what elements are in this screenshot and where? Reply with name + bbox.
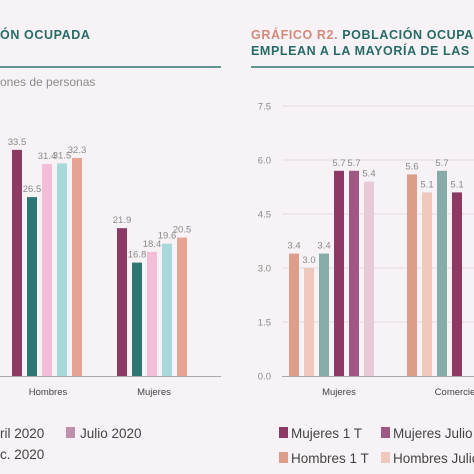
y-tick-label: 1.5 [258, 318, 271, 329]
right-legend-label-hombres-1t: Hombres 1 T [291, 451, 369, 466]
bar-comercie-series-1 [407, 174, 417, 376]
bar-value-label: 3.0 [302, 255, 315, 266]
bar-hombres-series-1 [12, 149, 22, 376]
bar-value-label: 32.3 [68, 145, 87, 156]
bar-hombres-series-5 [72, 157, 82, 376]
bar-mujeres-series-1 [117, 228, 127, 376]
bar-mujeres-series-4 [162, 243, 172, 376]
bar-mujeres-series-2 [304, 268, 314, 376]
bar-mujeres-series-4 [334, 170, 344, 376]
bar-value-label: 20.5 [173, 225, 192, 236]
bar-mujeres-series-2 [132, 262, 142, 376]
bar-value-label: 18.4 [143, 239, 162, 250]
bar-value-label: 19.6 [158, 231, 177, 242]
bar-value-label: 26.5 [23, 184, 42, 195]
category-label-mujeres: Mujeres [137, 387, 171, 398]
bar-value-label: 16.8 [128, 250, 147, 261]
right-legend-swatch-mujeres-1t [279, 427, 288, 438]
left-legend-label-2: Julio 2020 [80, 426, 142, 441]
bar-value-label: 5.4 [362, 169, 375, 180]
bar-comercie-series-2 [422, 192, 432, 376]
y-tick-label: 4.5 [258, 210, 271, 221]
left-legend-swatch-2 [66, 427, 75, 438]
left-bar-chart: 33.5 26.5 31.431.532.3 Hombres 21.9 16.818.41… [0, 137, 221, 398]
bar-mujeres-series-6 [364, 181, 374, 376]
bar-comercie-series-4 [452, 192, 462, 376]
y-tick-label: 0.0 [258, 372, 271, 383]
right-legend: Mujeres 1 T Mujeres Julio Hombres 1 T Ho… [279, 426, 474, 466]
right-legend-label-mujeres-julio: Mujeres Julio [393, 426, 473, 441]
bar-mujeres-series-3 [147, 251, 157, 376]
right-legend-swatch-hombres-1t [279, 452, 288, 463]
right-title-line-1: POBLACIÓN OCUPAD [338, 27, 474, 42]
right-legend-label-hombres-julio: Hombres Julio [393, 451, 474, 466]
bar-hombres-series-2 [27, 197, 37, 376]
bar-mujeres-series-5 [177, 237, 187, 376]
bar-value-label: 3.4 [317, 241, 330, 252]
bar-value-label: 5.1 [420, 179, 433, 190]
bar-value-label: 5.6 [405, 161, 418, 172]
bar-mujeres-series-1 [289, 253, 299, 376]
bar-hombres-series-4 [57, 163, 67, 376]
category-label-hombres: Hombres [29, 387, 68, 398]
bar-value-label: 21.9 [113, 215, 132, 226]
bar-value-label: 31.5 [53, 150, 72, 161]
y-tick-label: 7.5 [258, 102, 271, 113]
bar-value-label: 31.4 [38, 151, 57, 162]
category-label-mujeres: Mujeres [322, 387, 356, 398]
right-bar-chart: 0.01.53.04.56.07.53.43.03.45.7 5.75.4Muje… [258, 102, 474, 398]
y-tick-label: 6.0 [258, 156, 271, 167]
bar-hombres-series-3 [42, 164, 52, 376]
bar-value-label: 5.7 [435, 158, 448, 169]
bar-comercie-series-3 [437, 170, 447, 376]
right-title-prefix: GRÁFICO R2. [251, 27, 338, 42]
right-legend-label-mujeres-1t: Mujeres 1 T [291, 426, 362, 441]
bar-value-label: 33.5 [8, 137, 27, 148]
bar-value-label: 5.7 [347, 158, 360, 169]
right-title-line-2: EMPLEAN A LA MAYORÍA DE LAS M [251, 43, 474, 58]
right-chart-title: GRÁFICO R2. POBLACIÓN OCUPAD [251, 27, 474, 42]
left-legend: ril 2020 Julio 2020 c. 2020 [0, 426, 142, 462]
right-legend-swatch-hombres-julio [381, 452, 390, 463]
right-legend-swatch-mujeres-julio [381, 427, 390, 438]
y-tick-label: 3.0 [258, 264, 271, 275]
category-label-comercie: Comercie [435, 387, 474, 398]
bar-mujeres-series-5 [349, 170, 359, 376]
left-legend-label-3: c. 2020 [0, 447, 44, 462]
left-y-unit-label: ones de personas [0, 75, 95, 89]
left-legend-label-1: ril 2020 [0, 426, 44, 441]
bar-value-label: 3.4 [287, 241, 300, 252]
bar-value-label: 5.1 [450, 179, 463, 190]
bar-value-label: 5.7 [332, 158, 345, 169]
bar-mujeres-series-3 [319, 253, 329, 376]
left-chart-title: ÓN OCUPADA [0, 27, 91, 42]
